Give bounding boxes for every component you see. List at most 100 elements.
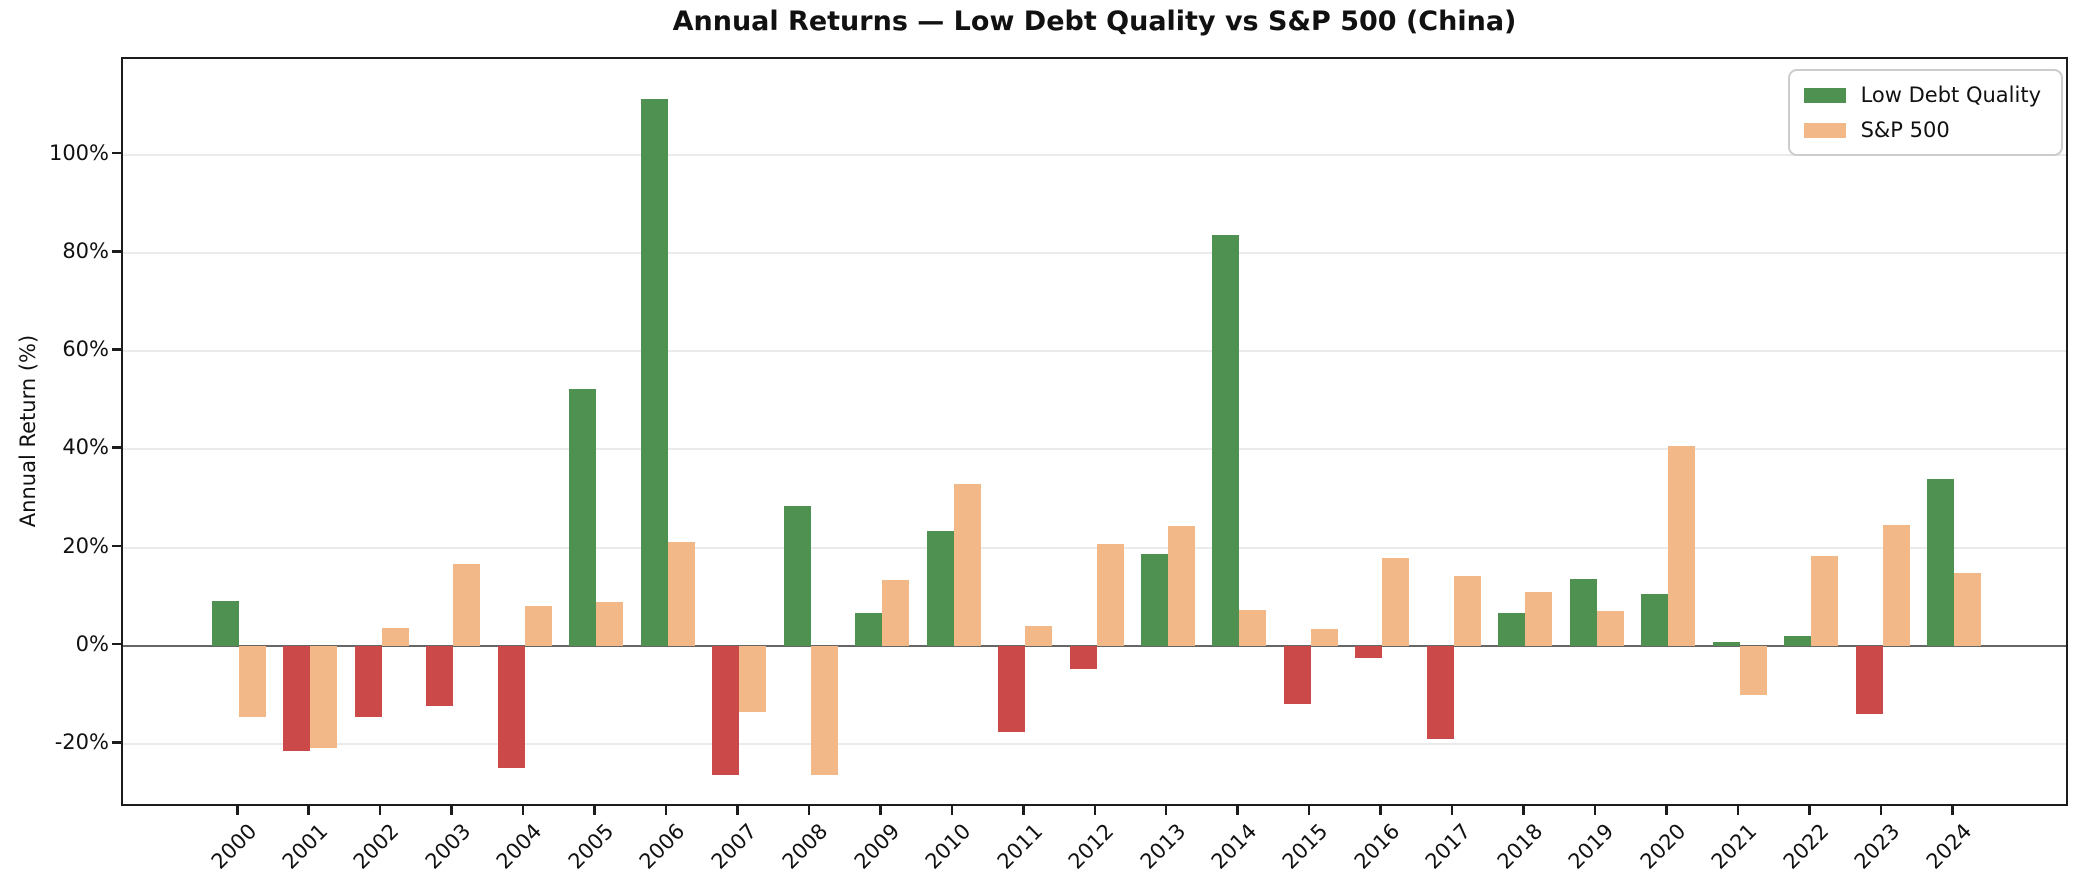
x-tick-mark bbox=[1307, 806, 1311, 815]
x-tick-mark bbox=[1665, 806, 1668, 815]
x-tick-mark bbox=[236, 806, 239, 815]
bar-2015-low-debt-quality bbox=[1283, 645, 1311, 705]
x-tick-label: 2021 bbox=[1706, 819, 1762, 874]
bar-2012-low-debt-quality bbox=[1069, 645, 1097, 669]
x-tick-mark bbox=[1879, 806, 1883, 815]
x-tick-mark bbox=[879, 806, 882, 815]
gridline bbox=[123, 546, 2066, 549]
bar-2008-sp500 bbox=[810, 645, 838, 776]
y-axis-label: Annual Return (%) bbox=[16, 334, 40, 528]
bar-2002-sp500 bbox=[381, 628, 409, 646]
y-tick-mark bbox=[112, 642, 121, 646]
legend-swatch-icon bbox=[1803, 87, 1846, 103]
chart-title: Annual Returns — Low Debt Quality vs S&P… bbox=[672, 6, 1517, 37]
plot-area bbox=[121, 57, 2068, 806]
bar-2008-low-debt-quality bbox=[783, 506, 811, 646]
y-tick-label: 100% bbox=[48, 140, 109, 165]
y-tick-label: 20% bbox=[62, 533, 109, 558]
bar-2020-low-debt-quality bbox=[1641, 593, 1669, 646]
bar-2000-sp500 bbox=[239, 645, 266, 718]
x-tick-label: 2010 bbox=[920, 819, 976, 874]
bar-2013-low-debt-quality bbox=[1140, 553, 1168, 646]
x-tick-mark bbox=[1593, 806, 1597, 815]
bar-2016-sp500 bbox=[1382, 558, 1410, 646]
x-tick-label: 2001 bbox=[277, 819, 333, 874]
x-tick-mark bbox=[807, 806, 811, 815]
bar-2017-low-debt-quality bbox=[1426, 645, 1454, 739]
x-tick-mark bbox=[1022, 806, 1025, 815]
x-tick-mark bbox=[1951, 806, 1954, 815]
bar-2004-low-debt-quality bbox=[497, 645, 525, 768]
x-tick-label: 2016 bbox=[1349, 819, 1405, 874]
x-tick-mark bbox=[1450, 806, 1454, 815]
bar-2023-sp500 bbox=[1882, 525, 1910, 646]
x-tick-label: 2015 bbox=[1278, 819, 1333, 874]
bar-2005-sp500 bbox=[596, 602, 624, 646]
bar-2012-sp500 bbox=[1096, 543, 1124, 646]
x-tick-label: 2006 bbox=[634, 819, 690, 874]
x-tick-mark bbox=[1522, 806, 1525, 815]
bar-2007-sp500 bbox=[739, 645, 767, 712]
bar-2016-low-debt-quality bbox=[1355, 645, 1383, 658]
bar-2001-sp500 bbox=[310, 645, 338, 749]
gridline bbox=[123, 350, 2066, 353]
bar-2011-low-debt-quality bbox=[998, 645, 1026, 732]
x-tick-mark bbox=[378, 806, 382, 815]
x-tick-mark bbox=[950, 806, 954, 815]
x-tick-label: 2023 bbox=[1849, 819, 1905, 874]
gridline bbox=[123, 252, 2066, 254]
x-tick-mark bbox=[1808, 806, 1811, 815]
bar-2007-low-debt-quality bbox=[712, 645, 740, 776]
x-tick-label: 2004 bbox=[492, 819, 547, 874]
x-tick-label: 2005 bbox=[563, 819, 619, 874]
bar-2015-sp500 bbox=[1310, 629, 1338, 646]
bar-2009-sp500 bbox=[882, 580, 910, 646]
bar-2006-sp500 bbox=[667, 542, 695, 646]
x-tick-mark bbox=[1379, 806, 1382, 815]
bar-2014-sp500 bbox=[1239, 609, 1267, 646]
x-tick-mark bbox=[521, 806, 525, 815]
legend-item-low-debt-quality: Low Debt Quality bbox=[1803, 83, 2041, 107]
bar-2014-low-debt-quality bbox=[1212, 234, 1240, 646]
x-tick-label: 2007 bbox=[706, 819, 762, 874]
legend-label: S&P 500 bbox=[1860, 118, 1950, 142]
x-tick-label: 2020 bbox=[1635, 819, 1691, 874]
bar-2010-sp500 bbox=[953, 484, 981, 646]
bar-2022-low-debt-quality bbox=[1784, 635, 1812, 646]
x-tick-label: 2018 bbox=[1492, 819, 1548, 874]
bar-2018-sp500 bbox=[1525, 591, 1553, 646]
gridline bbox=[123, 743, 2066, 746]
bar-2003-sp500 bbox=[453, 564, 481, 646]
x-tick-label: 2013 bbox=[1135, 819, 1190, 874]
y-tick-mark bbox=[112, 151, 121, 155]
x-tick-mark bbox=[450, 806, 453, 815]
y-tick-mark bbox=[112, 741, 121, 744]
y-tick-label: 80% bbox=[62, 239, 109, 263]
bar-2023-low-debt-quality bbox=[1855, 645, 1883, 715]
x-tick-mark bbox=[1236, 806, 1239, 815]
bar-2024-low-debt-quality bbox=[1927, 479, 1954, 646]
x-tick-label: 2011 bbox=[992, 819, 1048, 874]
y-tick-mark bbox=[112, 250, 121, 253]
bar-2019-low-debt-quality bbox=[1569, 579, 1597, 646]
y-tick-label: -20% bbox=[54, 730, 109, 755]
y-tick-mark bbox=[112, 348, 121, 351]
x-tick-mark bbox=[593, 806, 596, 815]
x-tick-label: 2009 bbox=[849, 819, 905, 874]
bar-2021-low-debt-quality bbox=[1712, 642, 1740, 646]
bar-2020-sp500 bbox=[1668, 446, 1696, 646]
bar-2000-low-debt-quality bbox=[212, 600, 239, 646]
bar-2001-low-debt-quality bbox=[283, 645, 311, 751]
gridline bbox=[123, 153, 2066, 156]
x-tick-mark bbox=[307, 806, 310, 815]
bar-2004-sp500 bbox=[524, 606, 552, 646]
y-tick-label: 0% bbox=[75, 631, 109, 656]
y-tick-mark bbox=[112, 544, 121, 548]
legend: Low Debt Quality S&P 500 bbox=[1787, 69, 2063, 156]
x-tick-label: 2024 bbox=[1921, 819, 1976, 874]
bar-2024-sp500 bbox=[1954, 573, 1981, 646]
x-tick-mark bbox=[664, 806, 668, 815]
x-tick-mark bbox=[1164, 806, 1168, 815]
x-tick-label: 2017 bbox=[1420, 819, 1476, 874]
